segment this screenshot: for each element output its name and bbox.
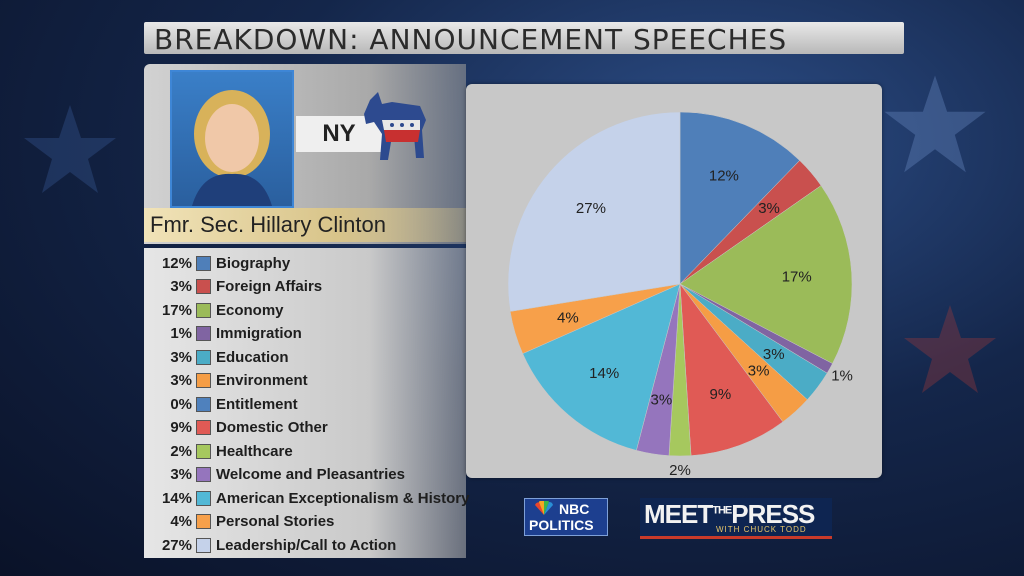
- pie-slice: [679, 111, 801, 285]
- legend-item: 0% Entitlement: [144, 393, 298, 415]
- legend-label: Immigration: [216, 325, 302, 342]
- legend-swatch: [196, 326, 211, 341]
- slice-label: 4%: [557, 309, 579, 326]
- candidate-photo: [170, 70, 294, 208]
- legend-item: 12% Biography: [144, 252, 290, 274]
- slice-label: 3%: [763, 346, 785, 363]
- page-title: BREAKDOWN: ANNOUNCEMENT SPEECHES: [154, 23, 788, 56]
- slice-label: 3%: [650, 391, 672, 408]
- pie-chart: 12%3%17%1%3%3%9%2%3%14%4%27%: [507, 111, 853, 479]
- legend-item: 14% American Exceptionalism & History: [144, 487, 469, 509]
- slice-label: 17%: [782, 269, 812, 286]
- legend-swatch: [196, 514, 211, 529]
- legend-item: 3% Environment: [144, 370, 308, 392]
- slice-label: 1%: [831, 367, 853, 384]
- legend-swatch: [196, 302, 211, 318]
- legend-label: Environment: [216, 372, 308, 389]
- slice-label: 2%: [669, 462, 691, 478]
- legend-swatch: [196, 396, 211, 412]
- slice-label: 9%: [710, 386, 732, 403]
- legend-percent: 14%: [161, 489, 192, 507]
- background-star-decoration: [884, 75, 986, 173]
- peacock-icon: [535, 501, 553, 515]
- background-star-decoration: [904, 305, 996, 393]
- chart-panel: 12% 3% 17% 1% 3% 3% 9% 2% 3% 14% 4% 27%: [466, 84, 882, 479]
- legend-label: Entitlement: [216, 395, 298, 413]
- legend-percent: 9%: [170, 419, 192, 436]
- legend-label: Education: [216, 348, 289, 366]
- pie-slice: [507, 111, 681, 312]
- legend-label: Domestic Other: [216, 419, 328, 436]
- slice-label: 3%: [748, 363, 770, 380]
- democratic-donkey-icon: [364, 92, 426, 160]
- mtp-meet: MEET: [644, 499, 713, 529]
- legend-item: 2% Healthcare: [144, 440, 293, 462]
- legend-percent: 2%: [170, 442, 192, 460]
- legend-swatch: [196, 279, 211, 294]
- legend-percent: 3%: [170, 278, 192, 295]
- legend-label: Welcome and Pleasantries: [216, 466, 405, 483]
- title-bar: BREAKDOWN: ANNOUNCEMENT SPEECHES: [144, 22, 904, 56]
- legend-item: 9% Domestic Other: [144, 417, 328, 439]
- legend-percent: 3%: [170, 372, 192, 389]
- legend-percent: 12%: [161, 254, 192, 272]
- nbc-text: NBC: [559, 501, 590, 517]
- mtp-the: THE: [712, 504, 732, 517]
- mtp-host: WITH CHUCK TODD: [716, 525, 807, 534]
- legend-swatch: [196, 490, 211, 506]
- legend-label: Economy: [216, 301, 284, 319]
- legend-item: 3% Foreign Affairs: [144, 276, 322, 298]
- slice-label: 3%: [758, 200, 780, 217]
- legend-item: 3% Welcome and Pleasantries: [144, 464, 405, 486]
- legend-label: Leadership/Call to Action: [216, 536, 397, 554]
- legend-swatch: [196, 537, 211, 553]
- legend-label: Personal Stories: [216, 513, 335, 530]
- legend-label: Healthcare: [216, 442, 293, 460]
- legend-percent: 0%: [170, 395, 192, 413]
- legend-swatch: [196, 420, 211, 435]
- pie-slice: [679, 185, 853, 364]
- legend-item: 17% Economy: [144, 299, 284, 321]
- slice-label: 27%: [576, 200, 606, 217]
- slice-label: 14%: [589, 365, 619, 382]
- legend-swatch: [196, 373, 211, 388]
- legend-percent: 17%: [161, 301, 192, 319]
- legend-swatch: [196, 467, 211, 482]
- chart-legend: 12% Biography 3% Foreign Affairs 17% Economy 1…: [144, 248, 469, 558]
- meet-the-press-logo: MEETTHEPRESS WITH CHUCK TODD: [640, 498, 832, 539]
- legend-item: 1% Immigration: [144, 323, 302, 345]
- mtp-title: MEETTHEPRESS: [644, 499, 815, 530]
- pie-slice: [679, 283, 784, 456]
- politics-text: POLITICS: [529, 517, 594, 533]
- background-star-decoration: [24, 105, 116, 193]
- legend-item: 27% Leadership/Call to Action: [144, 534, 396, 556]
- legend-swatch: [196, 255, 211, 271]
- legend-percent: 4%: [170, 513, 192, 530]
- legend-percent: 3%: [170, 466, 192, 483]
- legend-label: Foreign Affairs: [216, 278, 323, 295]
- mtp-press: PRESS: [731, 499, 815, 529]
- legend-swatch: [196, 349, 211, 365]
- pie-slice: [522, 283, 681, 451]
- candidate-name-bar: Fmr. Sec. Hillary Clinton: [144, 208, 466, 242]
- candidate-name: Fmr. Sec. Hillary Clinton: [150, 212, 386, 237]
- candidate-profile: NY Fmr. Sec. Hillary Clinton: [144, 64, 466, 244]
- legend-label: American Exceptionalism & History: [216, 489, 470, 507]
- legend-label: Biography: [216, 254, 291, 272]
- legend-item: 4% Personal Stories: [144, 511, 334, 533]
- nbc-politics-logo: NBC POLITICS: [524, 498, 608, 536]
- legend-item: 3% Education: [144, 346, 289, 368]
- legend-percent: 1%: [170, 325, 192, 342]
- legend-percent: 3%: [170, 348, 192, 366]
- legend-swatch: [196, 443, 211, 459]
- legend-percent: 27%: [161, 536, 192, 554]
- slice-label: 12%: [709, 168, 739, 185]
